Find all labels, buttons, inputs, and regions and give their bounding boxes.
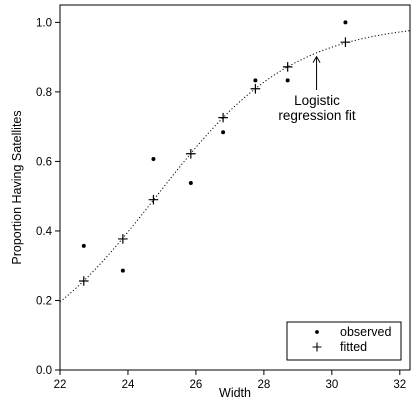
y-tick-label: 0.2: [36, 295, 52, 307]
y-axis-title: Proportion Having Satellites: [10, 110, 24, 264]
y-tick-label: 0.6: [36, 156, 52, 168]
legend-observed-label: observed: [340, 325, 391, 339]
y-tick-label: 0.8: [36, 87, 52, 99]
observed-point: [343, 20, 348, 25]
observed-point: [81, 243, 86, 248]
axis-ticks-layer: 22 24 26 28 30 32 0.0 0.2 0.4 0.6 0.8 1.0: [36, 17, 406, 391]
fitted-point: [282, 62, 293, 72]
annotation-arrow-head: [312, 55, 321, 63]
x-axis-title: Width: [219, 386, 251, 400]
fitted-point: [118, 234, 128, 244]
x-tick-label: 30: [325, 379, 338, 391]
observed-point: [253, 78, 258, 83]
legend-fitted-marker: [312, 342, 322, 352]
y-tick-label: 1.0: [36, 17, 52, 29]
y-tick-label: 0.4: [36, 226, 53, 238]
fitted-point: [186, 148, 196, 159]
logistic-fit-curve: [59, 30, 411, 303]
x-tick-label: 28: [257, 379, 270, 391]
fitted-point: [148, 194, 159, 205]
plot-frame: [59, 4, 411, 371]
legend-fitted-label: fitted: [340, 340, 367, 354]
fitted-point: [250, 83, 261, 94]
annotation-line-2: regression fit: [278, 108, 356, 123]
y-tick-label: 0.0: [36, 365, 52, 377]
observed-point: [285, 78, 290, 83]
observed-point: [188, 180, 193, 185]
x-tick-label: 22: [54, 379, 67, 391]
legend-observed-marker: [315, 330, 319, 334]
x-tick-label: 24: [122, 379, 135, 391]
legend: observed fitted: [286, 321, 402, 361]
fitted-point: [340, 37, 351, 47]
x-tick-label: 32: [393, 379, 406, 391]
annotation-line-1: Logistic: [294, 93, 340, 108]
x-tick-label: 26: [190, 379, 203, 391]
fitted-point: [78, 276, 89, 286]
observed-point: [221, 130, 226, 135]
legend-box: [286, 321, 402, 361]
observed-point: [151, 157, 156, 161]
fitted-point: [218, 112, 228, 123]
annotation: Logistic regression fit: [278, 55, 356, 123]
data-marks-layer: [78, 20, 351, 286]
fit-curve-layer: [59, 30, 411, 303]
observed-point: [120, 268, 125, 273]
